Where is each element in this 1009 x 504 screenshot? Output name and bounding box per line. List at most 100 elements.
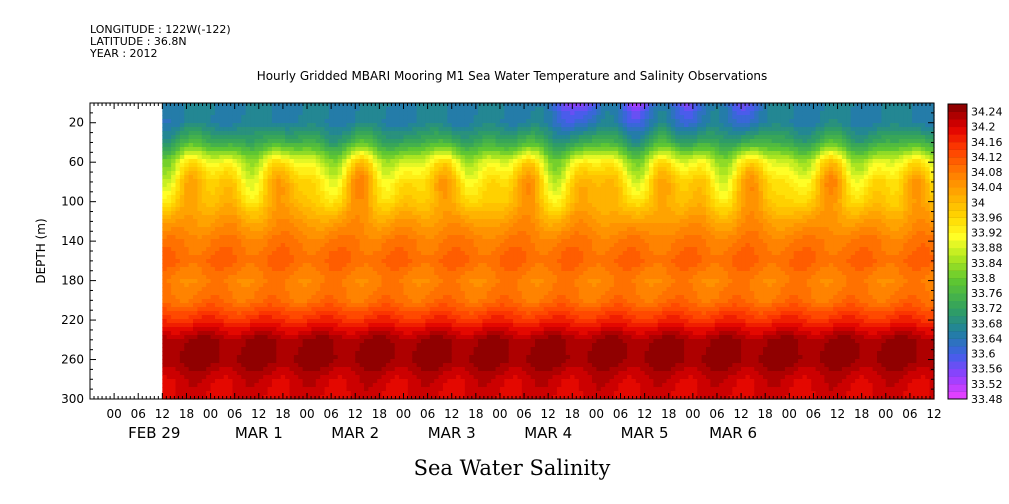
heatmap-cell (412, 203, 418, 208)
heatmap-cell (206, 271, 212, 276)
heatmap-cell (245, 335, 251, 340)
heatmap-cell (328, 235, 334, 240)
heatmap-cell (372, 251, 378, 256)
heatmap-cell (456, 175, 462, 180)
heatmap-cell (342, 199, 348, 204)
heatmap-cell (442, 187, 448, 192)
heatmap-cell (276, 139, 282, 144)
heatmap-cell (188, 267, 194, 272)
heatmap-cell (364, 343, 370, 348)
heatmap-cell (184, 335, 190, 340)
heatmap-cell (280, 111, 286, 116)
heatmap-cell (210, 391, 216, 396)
heatmap-cell (223, 195, 229, 200)
heatmap-cell (307, 139, 313, 144)
heatmap-cell (368, 135, 374, 140)
heatmap-cell (368, 223, 374, 228)
heatmap-cell (210, 231, 216, 236)
heatmap-cell (377, 179, 383, 184)
heatmap-cell (236, 251, 242, 256)
heatmap-cell (390, 267, 396, 272)
heatmap-cell (399, 271, 405, 276)
heatmap-cell (394, 211, 400, 216)
heatmap-cell (214, 207, 220, 212)
heatmap-cell (293, 171, 299, 176)
heatmap-cell (175, 375, 181, 380)
heatmap-cell (403, 291, 409, 296)
heatmap-cell (368, 179, 374, 184)
heatmap-cell (162, 171, 168, 176)
heatmap-cell (368, 283, 374, 288)
heatmap-cell (333, 367, 339, 372)
heatmap-cell (162, 203, 168, 208)
heatmap-cell (232, 379, 238, 384)
heatmap-cell (438, 115, 444, 120)
heatmap-cell (289, 263, 295, 268)
heatmap-cell (307, 351, 313, 356)
heatmap-cell (232, 279, 238, 284)
heatmap-cell (267, 299, 273, 304)
heatmap-cell (206, 231, 212, 236)
heatmap-cell (438, 131, 444, 136)
heatmap-cell (166, 211, 172, 216)
heatmap-cell (407, 347, 413, 352)
heatmap-cell (254, 331, 260, 336)
heatmap-cell (188, 111, 194, 116)
heatmap-cell (421, 279, 426, 284)
heatmap-cell (289, 219, 295, 224)
heatmap-cell (421, 223, 426, 228)
heatmap-cell (280, 155, 286, 160)
heatmap-cell (307, 387, 313, 392)
heatmap-cell (175, 291, 181, 296)
heatmap-cell (271, 387, 277, 392)
heatmap-cell (346, 311, 352, 316)
heatmap-cell (293, 115, 299, 120)
heatmap-cell (188, 383, 194, 388)
heatmap-cell (381, 103, 387, 108)
heatmap-cell (241, 127, 247, 132)
heatmap-cell (394, 287, 400, 292)
heatmap-cell (214, 143, 220, 148)
heatmap-cell (328, 267, 334, 272)
heatmap-cell (285, 347, 291, 352)
heatmap-cell (254, 303, 260, 308)
heatmap-cell (232, 179, 238, 184)
heatmap-cell (324, 223, 330, 228)
heatmap-cell (245, 127, 251, 132)
heatmap-cell (280, 311, 286, 316)
heatmap-cell (245, 387, 251, 392)
heatmap-cell (342, 291, 348, 296)
heatmap-cell (442, 175, 448, 180)
heatmap-cell (429, 247, 435, 252)
heatmap-cell (171, 283, 177, 288)
heatmap-cell (214, 395, 220, 400)
heatmap-cell (219, 347, 225, 352)
heatmap-cell (394, 379, 400, 384)
heatmap-cell (241, 287, 247, 292)
heatmap-cell (263, 283, 269, 288)
heatmap-cell (390, 367, 396, 372)
heatmap-cell (350, 275, 356, 280)
heatmap-cell (162, 115, 168, 120)
heatmap-cell (407, 267, 413, 272)
heatmap-cell (451, 115, 457, 120)
heatmap-cell (206, 267, 212, 272)
heatmap-cell (201, 219, 207, 224)
heatmap-cell (219, 375, 225, 380)
heatmap-cell (267, 367, 273, 372)
heatmap-cell (355, 135, 361, 140)
heatmap-cell (421, 383, 426, 388)
heatmap-cell (350, 175, 356, 180)
heatmap-cell (214, 303, 220, 308)
heatmap-cell (451, 207, 457, 212)
heatmap-cell (228, 267, 234, 272)
heatmap-cell (241, 227, 247, 232)
heatmap-cell (442, 135, 448, 140)
heatmap-cell (179, 363, 185, 368)
heatmap-cell (311, 363, 317, 368)
heatmap-cell (276, 359, 282, 364)
heatmap-cell (425, 223, 431, 228)
heatmap-cell (320, 183, 326, 188)
heatmap-cell (201, 203, 207, 208)
heatmap-cell (276, 295, 282, 300)
